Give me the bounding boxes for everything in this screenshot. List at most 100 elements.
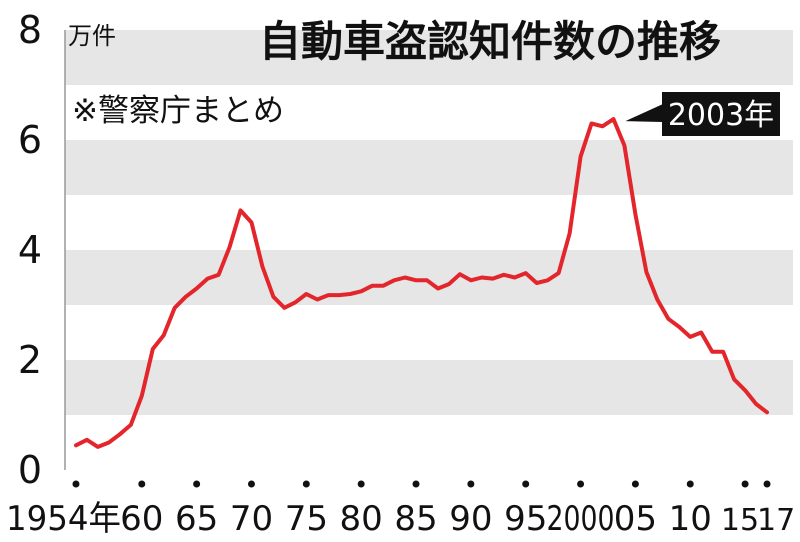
data-point [469,278,473,282]
data-point [118,432,122,436]
data-point [765,410,769,414]
data-point [546,278,550,282]
data-point [655,297,659,302]
x-tick-mark [138,480,146,488]
annotation-box [662,92,780,136]
data-point [359,289,363,293]
data-point [381,284,385,288]
annotation-label: 2003年 [668,98,774,133]
grid-band [65,250,793,305]
data-point [524,271,528,275]
data-point [403,275,407,280]
y-tick-label: 4 [18,228,42,272]
source-note: ※警察庁まとめ [72,93,284,129]
data-point [293,300,297,304]
x-tick-mark [72,480,80,488]
data-point [129,423,133,427]
data-point [96,445,100,449]
data-point [337,293,341,297]
data-point [600,124,605,128]
x-tick-label: 90 [449,499,492,539]
data-points [74,117,769,449]
x-tick-mark [247,480,255,488]
x-tick-label: 85 [394,499,437,539]
data-point [754,402,758,406]
data-point [173,306,177,310]
x-tick-mark [686,480,694,488]
grid-bands [65,30,793,415]
data-point [480,275,484,280]
data-point [677,325,681,329]
data-point [184,295,188,299]
data-point [260,264,265,269]
x-tick-mark [763,480,771,488]
annotation-pointer [625,104,663,122]
data-point [414,278,418,282]
data-point [622,143,627,148]
data-point [151,347,155,351]
data-point [491,277,495,281]
data-point [425,278,429,282]
data-point [710,350,714,354]
data-point [666,317,670,321]
data-point [513,275,517,280]
x-tick-label: 80 [340,499,383,539]
y-axis-ticks: 0 2 4 6 8 [18,8,42,492]
data-point [644,270,648,274]
x-tick-mark [467,480,475,488]
data-point [107,440,111,445]
series-line [74,117,769,449]
data-point [578,154,583,159]
data-point [326,293,330,297]
x-tick-label: 60 [120,499,163,539]
grid-band [65,30,793,85]
data-point [206,277,210,281]
chart-title: 自動車盗認知件数の推移 [259,17,721,66]
data-point [304,292,308,296]
data-point [348,292,352,296]
data-point [140,394,144,398]
y-axis-unit-label: 万件 [68,22,116,50]
x-tick-mark [741,480,749,488]
x-tick-label: 10 [669,499,712,539]
data-point [85,438,89,442]
x-tick-mark [302,480,310,488]
y-tick-label: 0 [18,448,42,492]
data-point [611,117,616,121]
data-point [743,388,747,392]
y-tick-label: 8 [18,8,42,52]
data-point [502,273,506,277]
x-tick-label: 75 [285,499,328,539]
y-tick-label: 6 [18,118,42,162]
data-point [447,282,451,286]
data-point [458,272,462,276]
x-tick-mark [193,480,201,488]
data-point [249,220,254,225]
grid-band [65,360,793,415]
x-tick-mark [412,480,420,488]
x-tick-label: 1954年 [6,499,121,539]
x-tick-mark [357,480,365,488]
data-point [271,295,276,299]
data-point [315,297,319,302]
data-point [282,306,286,310]
x-tick-mark [631,480,639,488]
x-tick-label: 95 [504,499,547,539]
data-point [567,231,572,236]
data-point [195,286,199,291]
data-point [227,245,232,249]
x-tick-label: 05 [614,499,657,539]
data-point [688,335,692,339]
data-point [535,281,539,285]
x-tick-mark [522,480,530,488]
data-point [436,286,440,291]
grid-band [65,140,793,195]
data-point [732,377,736,381]
data-point [392,278,396,282]
x-tick-mark [577,480,585,488]
x-tick-label: 70 [230,499,273,539]
data-point [370,284,374,288]
data-point [216,273,221,277]
